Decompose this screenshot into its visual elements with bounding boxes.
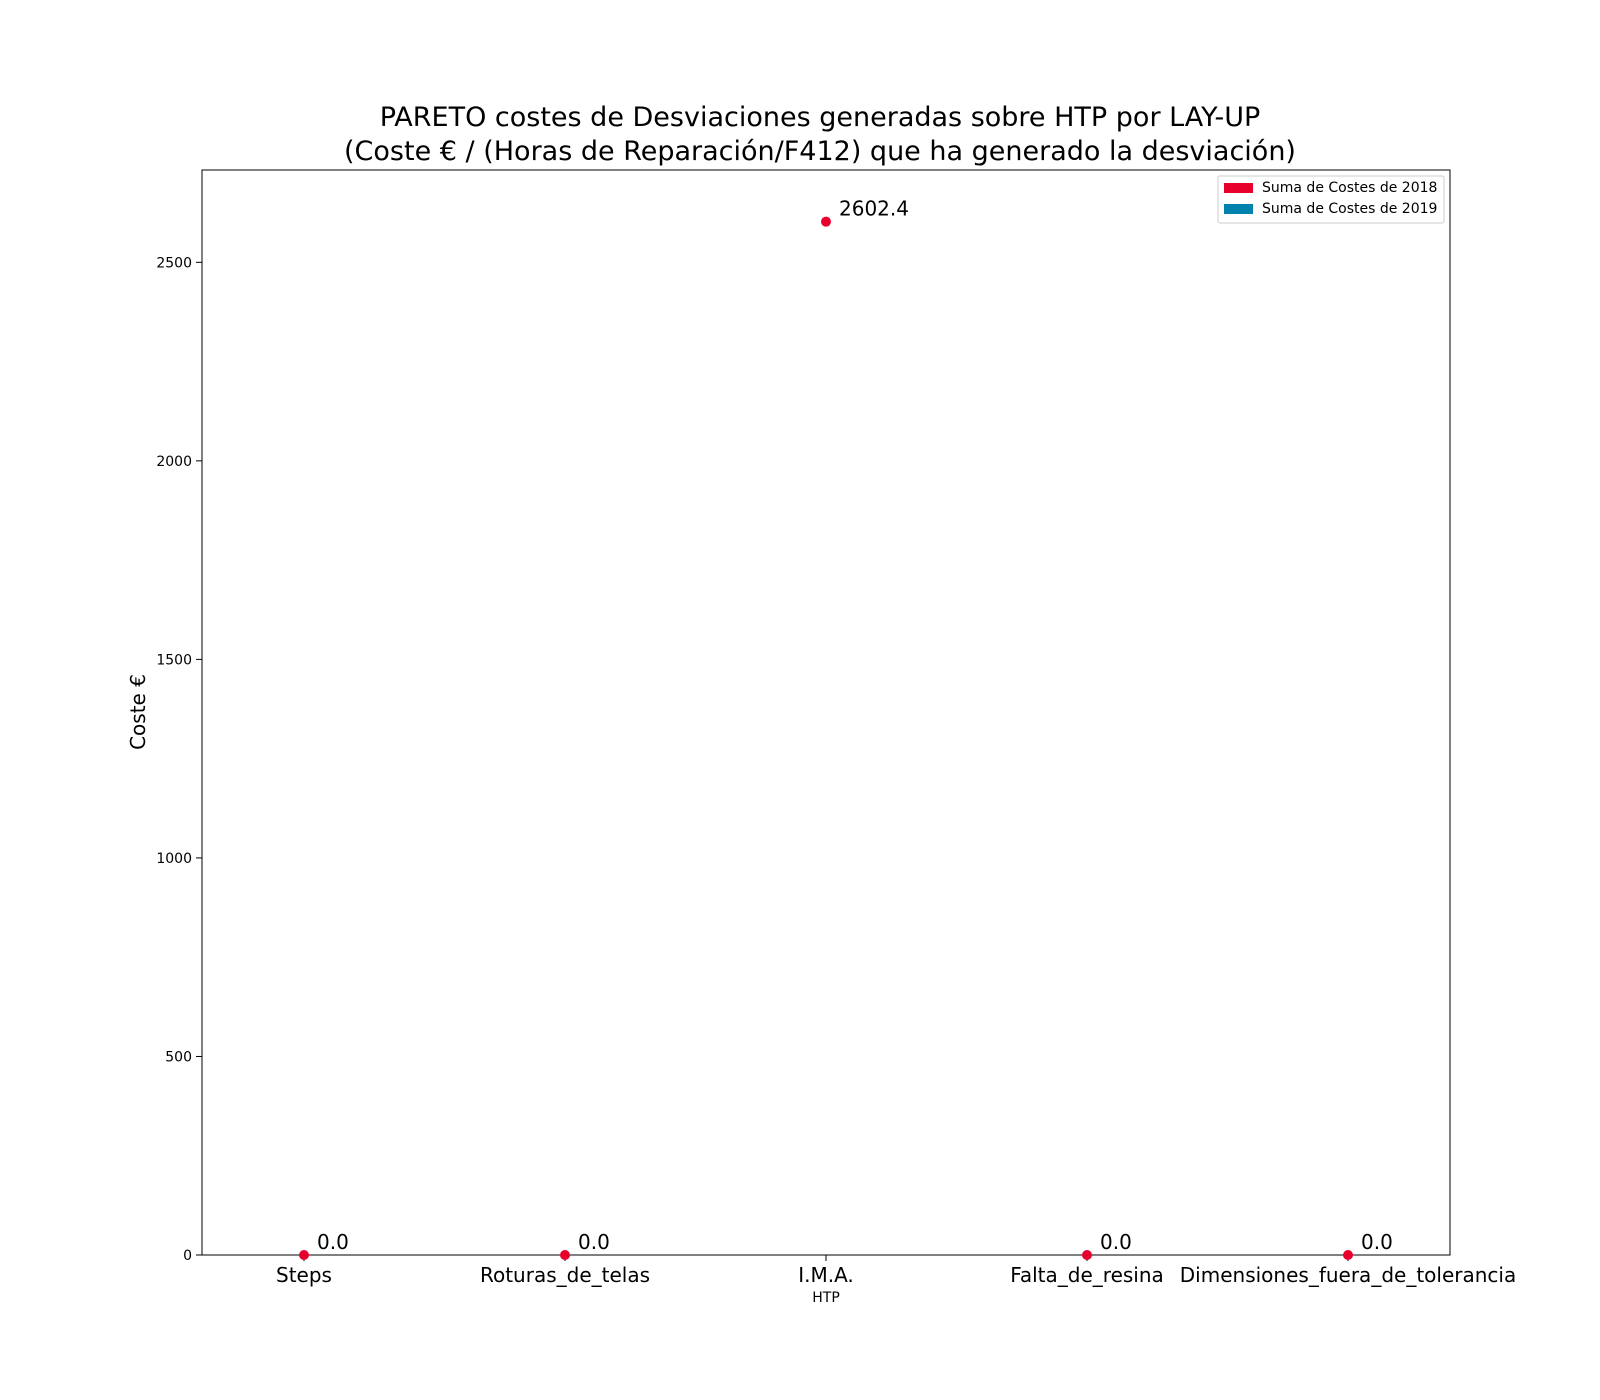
data-points: 0.0 0.0 2602.4 0.0 0.0	[299, 197, 1393, 1260]
data-point	[299, 1250, 309, 1260]
data-point	[1343, 1250, 1353, 1260]
data-label: 0.0	[578, 1230, 610, 1254]
x-axis-label: HTP	[812, 1290, 840, 1306]
x-tick-label: Steps	[276, 1263, 332, 1287]
legend-label-2019: Suma de Costes de 2019	[1262, 201, 1437, 217]
x-tick-label: Dimensiones_fuera_de_tolerancia	[1180, 1263, 1516, 1287]
chart-title-line-2: (Coste € / (Horas de Reparación/F412) qu…	[344, 136, 1296, 167]
legend-swatch-2019	[1224, 204, 1253, 214]
plot-area-frame	[201, 169, 1451, 1256]
data-label: 2602.4	[839, 197, 909, 221]
y-tick-label: 500	[165, 1049, 192, 1065]
x-tick-label: Falta_de_resina	[1010, 1263, 1164, 1287]
legend-box	[1217, 175, 1445, 224]
x-tick-label: I.M.A.	[798, 1263, 854, 1287]
data-point	[821, 216, 831, 227]
data-label: 0.0	[1100, 1230, 1132, 1254]
y-tick-label: 2500	[156, 255, 192, 271]
x-axis: Steps Roturas_de_telas I.M.A. Falta_de_resi…	[276, 1255, 1516, 1287]
y-tick-label: 2000	[156, 454, 192, 470]
y-tick-label: 1500	[156, 652, 192, 668]
legend-label-2018: Suma de Costes de 2018	[1262, 180, 1437, 196]
data-label: 0.0	[317, 1230, 349, 1254]
legend: Suma de Costes de 2018 Suma de Costes de…	[1217, 175, 1445, 224]
y-axis: 0 500 1000 1500 2000 2500	[156, 255, 202, 1264]
legend-swatch-2018	[1224, 183, 1253, 193]
y-axis-label: Coste €	[126, 674, 150, 750]
data-point	[560, 1250, 570, 1260]
y-tick-label: 0	[183, 1248, 192, 1264]
data-point	[1082, 1250, 1092, 1260]
x-tick-label: Roturas_de_telas	[480, 1263, 650, 1287]
data-label: 0.0	[1361, 1230, 1393, 1254]
chart-title-line-1: PARETO costes de Desviaciones generadas …	[380, 102, 1261, 133]
y-tick-label: 1000	[156, 851, 192, 867]
